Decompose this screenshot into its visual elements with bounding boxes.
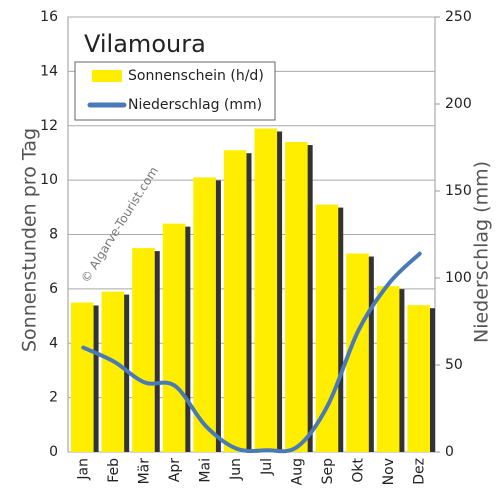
y2-tick-label: 0	[445, 444, 454, 460]
y-tick-label: 6	[49, 281, 58, 297]
y2-tick-label: 100	[445, 270, 472, 286]
x-tick-label: Jan	[75, 458, 91, 481]
bar	[346, 253, 369, 452]
marks	[71, 128, 435, 454]
bar	[285, 142, 308, 452]
legend-swatch	[92, 70, 122, 82]
y-tick-label: 2	[49, 390, 58, 406]
bar	[162, 223, 186, 452]
bar	[254, 128, 278, 452]
y2-tick-label: 250	[445, 9, 472, 25]
x-tick-label: Mär	[136, 458, 152, 485]
bar	[315, 204, 339, 452]
legend-label: Sonnenschein (h/d)	[128, 68, 264, 84]
x-tick-label: Feb	[106, 458, 122, 483]
bar	[71, 302, 94, 452]
line	[81, 251, 422, 454]
x-tick-label: Aug	[289, 458, 305, 485]
legend-label: Niederschlag (mm)	[128, 97, 262, 113]
bar	[193, 177, 216, 452]
chart-title: Vilamoura	[84, 30, 206, 58]
bar	[132, 248, 155, 452]
y-axis-label: Sonnenstunden pro Tag	[19, 128, 41, 352]
bar	[223, 150, 247, 452]
x-tick-label: Jul	[259, 458, 275, 476]
x-tick-label: Okt	[351, 457, 367, 482]
y2-axis-label: Niederschlag (mm)	[471, 161, 493, 343]
y2-tick-label: 50	[445, 357, 463, 373]
y-tick-label: 10	[40, 172, 58, 188]
x-tick-label: Apr	[167, 458, 183, 482]
x-tick-label: Nov	[381, 458, 397, 485]
y2-tick-label: 150	[445, 183, 472, 199]
y-tick-label: 14	[40, 63, 58, 79]
x-tick-label: Jun	[228, 458, 244, 481]
y-tick-label: 8	[49, 227, 58, 243]
bar	[101, 291, 125, 452]
y-tick-label: 12	[40, 118, 58, 134]
bar	[407, 305, 430, 452]
x-tick-label: Sep	[320, 458, 336, 485]
y2-tick-label: 200	[445, 96, 472, 112]
x-tick-label: Dez	[412, 458, 428, 485]
bar	[376, 286, 400, 452]
y-tick-label: 4	[49, 335, 58, 351]
y-tick-label: 16	[40, 9, 58, 25]
x-tick-label: Mai	[198, 458, 214, 483]
y-tick-label: 0	[49, 444, 58, 460]
